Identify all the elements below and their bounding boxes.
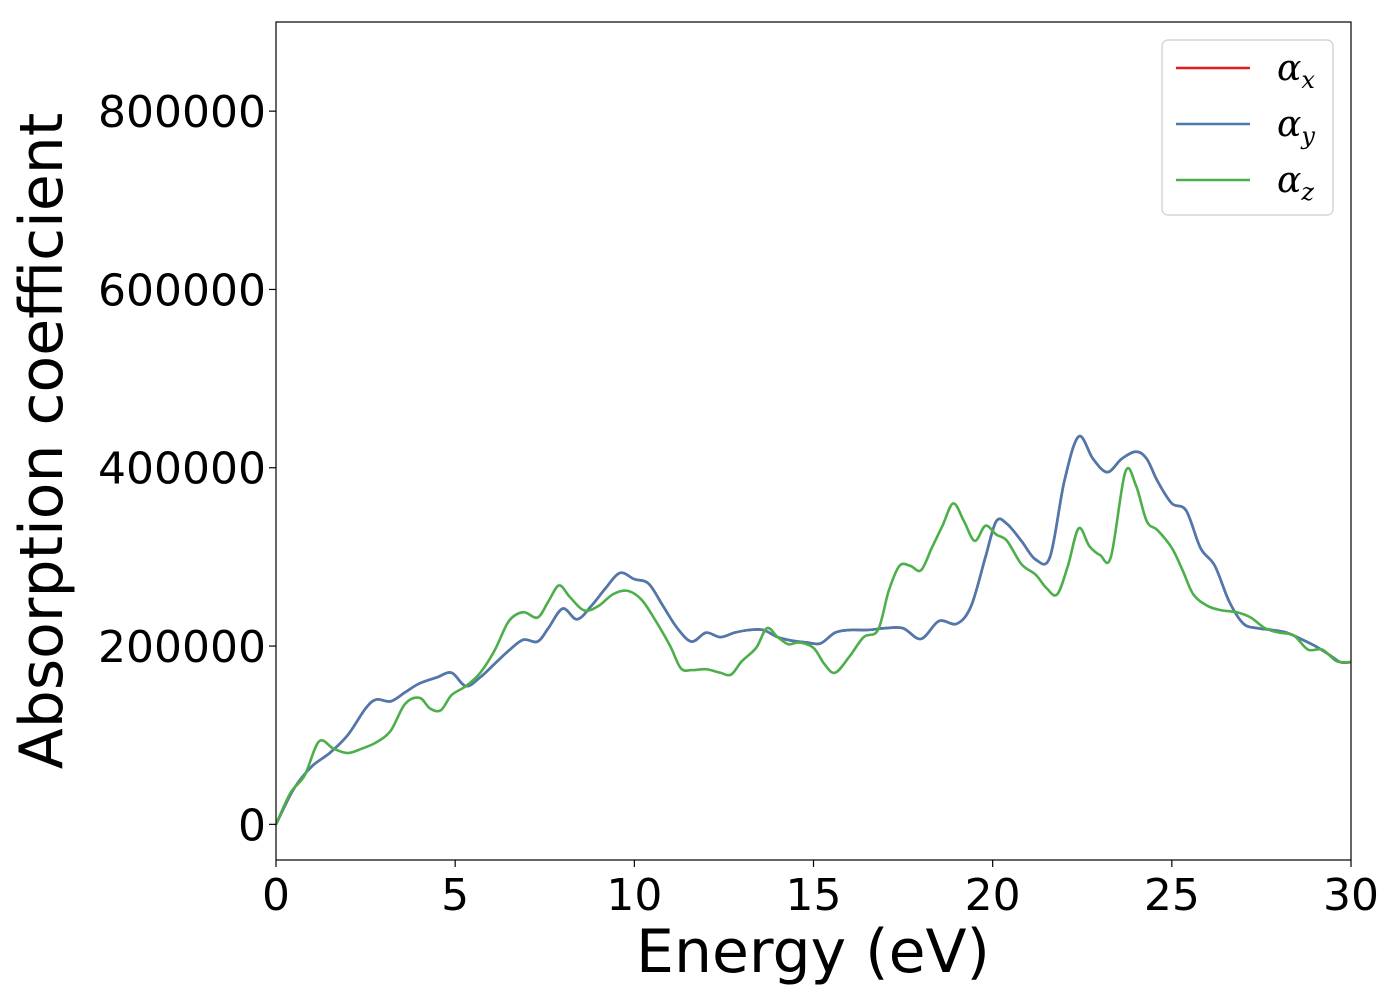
y-tick-label: 600000 [98,265,266,316]
series-line-alpha-z [276,466,1351,826]
y-axis-ticks: 0 200000 400000 600000 800000 [98,87,276,851]
y-tick-label: 800000 [98,87,266,138]
x-tick-label: 20 [965,870,1021,921]
legend: αx αy αz [1161,39,1334,216]
series-line-alpha-y [276,434,1351,826]
x-tick-label: 15 [786,870,842,921]
x-tick-label: 10 [606,870,662,921]
y-tick-label: 0 [238,800,266,851]
legend-label-alpha-z: αz [1277,160,1314,206]
legend-label-alpha-x: αx [1277,48,1315,94]
legend-box [1161,39,1334,216]
y-tick-label: 200000 [98,622,266,673]
x-tick-label: 30 [1323,870,1379,921]
y-axis-label: Absorption coefficient [7,113,77,770]
series-layer [276,434,1351,826]
x-tick-label: 0 [262,870,290,921]
x-axis-label: Energy (eV) [636,917,990,987]
x-tick-label: 25 [1144,870,1200,921]
y-tick-label: 400000 [98,444,266,495]
x-tick-label: 5 [441,870,469,921]
x-axis-ticks: 0 5 10 15 20 25 30 [262,860,1379,921]
legend-label-alpha-y: αy [1277,104,1315,150]
